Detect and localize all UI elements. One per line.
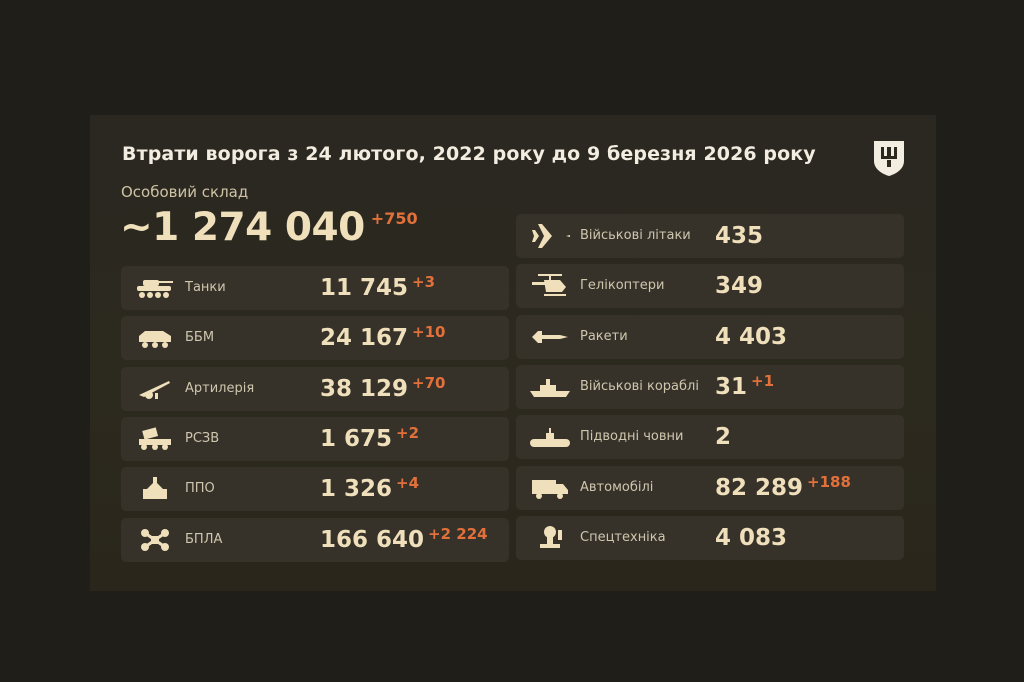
stat-row-drone: БПЛА 166 640 +2 224	[121, 517, 509, 562]
stat-row-submarine: Підводні човни 2	[516, 415, 904, 460]
jet-icon	[532, 224, 570, 248]
stat-value: 31 +1	[715, 371, 775, 400]
losses-card: Втрати ворога з 24 лютого, 2022 року до …	[90, 115, 936, 591]
stat-delta: +2 224	[428, 524, 488, 543]
warship-icon	[530, 378, 570, 397]
stat-value: 38 129 +70	[320, 373, 446, 402]
stat-value: 11 745 +3	[320, 273, 436, 301]
stat-delta: +70	[412, 373, 446, 392]
stat-value: 4 083	[715, 524, 788, 551]
stat-label: БПЛА	[185, 531, 223, 547]
stat-label: Військові літаки	[580, 228, 691, 243]
stat-delta: +3	[412, 273, 436, 291]
stat-value: 24 167 +10	[320, 323, 446, 352]
tank-icon	[137, 280, 173, 298]
stat-label: ППО	[185, 481, 215, 497]
stat-value: 166 640 +2 224	[320, 524, 488, 553]
stat-row-warship: Військові кораблі 31 +1	[516, 364, 904, 409]
stat-delta: +188	[807, 472, 851, 491]
personnel-delta: +750	[370, 209, 418, 228]
stat-value: 435	[715, 223, 764, 249]
stat-delta: +2	[396, 423, 420, 442]
submarine-icon	[530, 428, 570, 448]
apc-icon	[139, 331, 171, 349]
stat-value: 82 289 +188	[715, 472, 851, 501]
stat-row-truck: Автомобілі 82 289 +188	[516, 465, 904, 510]
page-title: Втрати ворога з 24 лютого, 2022 року до …	[122, 143, 816, 165]
helicopter-icon	[532, 274, 566, 297]
stat-label: Автомобілі	[580, 479, 654, 495]
truck-icon	[532, 479, 568, 499]
stat-row-apc: ББМ 24 167 +10	[121, 316, 509, 361]
stat-label: Гелікоптери	[580, 278, 665, 294]
stat-row-special-equipment: Спецтехніка 4 083	[516, 515, 904, 560]
stat-value: 4 403	[715, 323, 788, 350]
stat-row-artillery: Артилерія 38 129 +70	[121, 366, 509, 411]
special-equipment-icon	[540, 525, 562, 548]
stat-delta: +4	[396, 474, 420, 493]
trident-shield-icon	[874, 141, 904, 176]
personnel-label: Особовий склад	[121, 183, 249, 201]
stat-value: 349	[715, 273, 764, 300]
drone-icon	[141, 528, 169, 551]
air-defense-icon	[143, 477, 167, 500]
stat-row-mlrs: РСЗВ 1 675 +2	[121, 416, 509, 461]
personnel-value: ~1 274 040 +750	[120, 205, 418, 250]
stat-value: 1 675 +2	[320, 423, 420, 452]
stat-label: Підводні човни	[580, 429, 684, 445]
stat-delta: +10	[412, 323, 446, 342]
stat-row-jet: Військові літаки 435	[516, 214, 904, 258]
stat-row-tank: Танки 11 745 +3	[121, 266, 509, 310]
stat-delta: +1	[751, 371, 775, 390]
stat-label: Артилерія	[185, 380, 255, 396]
stat-row-missile: Ракети 4 403	[516, 314, 904, 359]
stat-label: Танки	[185, 280, 226, 295]
mlrs-icon	[139, 427, 171, 450]
stat-label: Військові кораблі	[580, 378, 699, 394]
stat-label: ББМ	[185, 330, 215, 346]
stat-value: 1 326 +4	[320, 474, 420, 503]
missile-icon	[532, 330, 568, 343]
artillery-icon	[139, 380, 170, 399]
stat-row-air-defense: ППО 1 326 +4	[121, 467, 509, 512]
stat-label: РСЗВ	[185, 430, 220, 446]
stat-value: 2	[715, 424, 732, 451]
stat-row-helicopter: Гелікоптери 349	[516, 264, 904, 309]
stat-label: Спецтехніка	[580, 529, 666, 545]
stat-label: Ракети	[580, 328, 628, 344]
